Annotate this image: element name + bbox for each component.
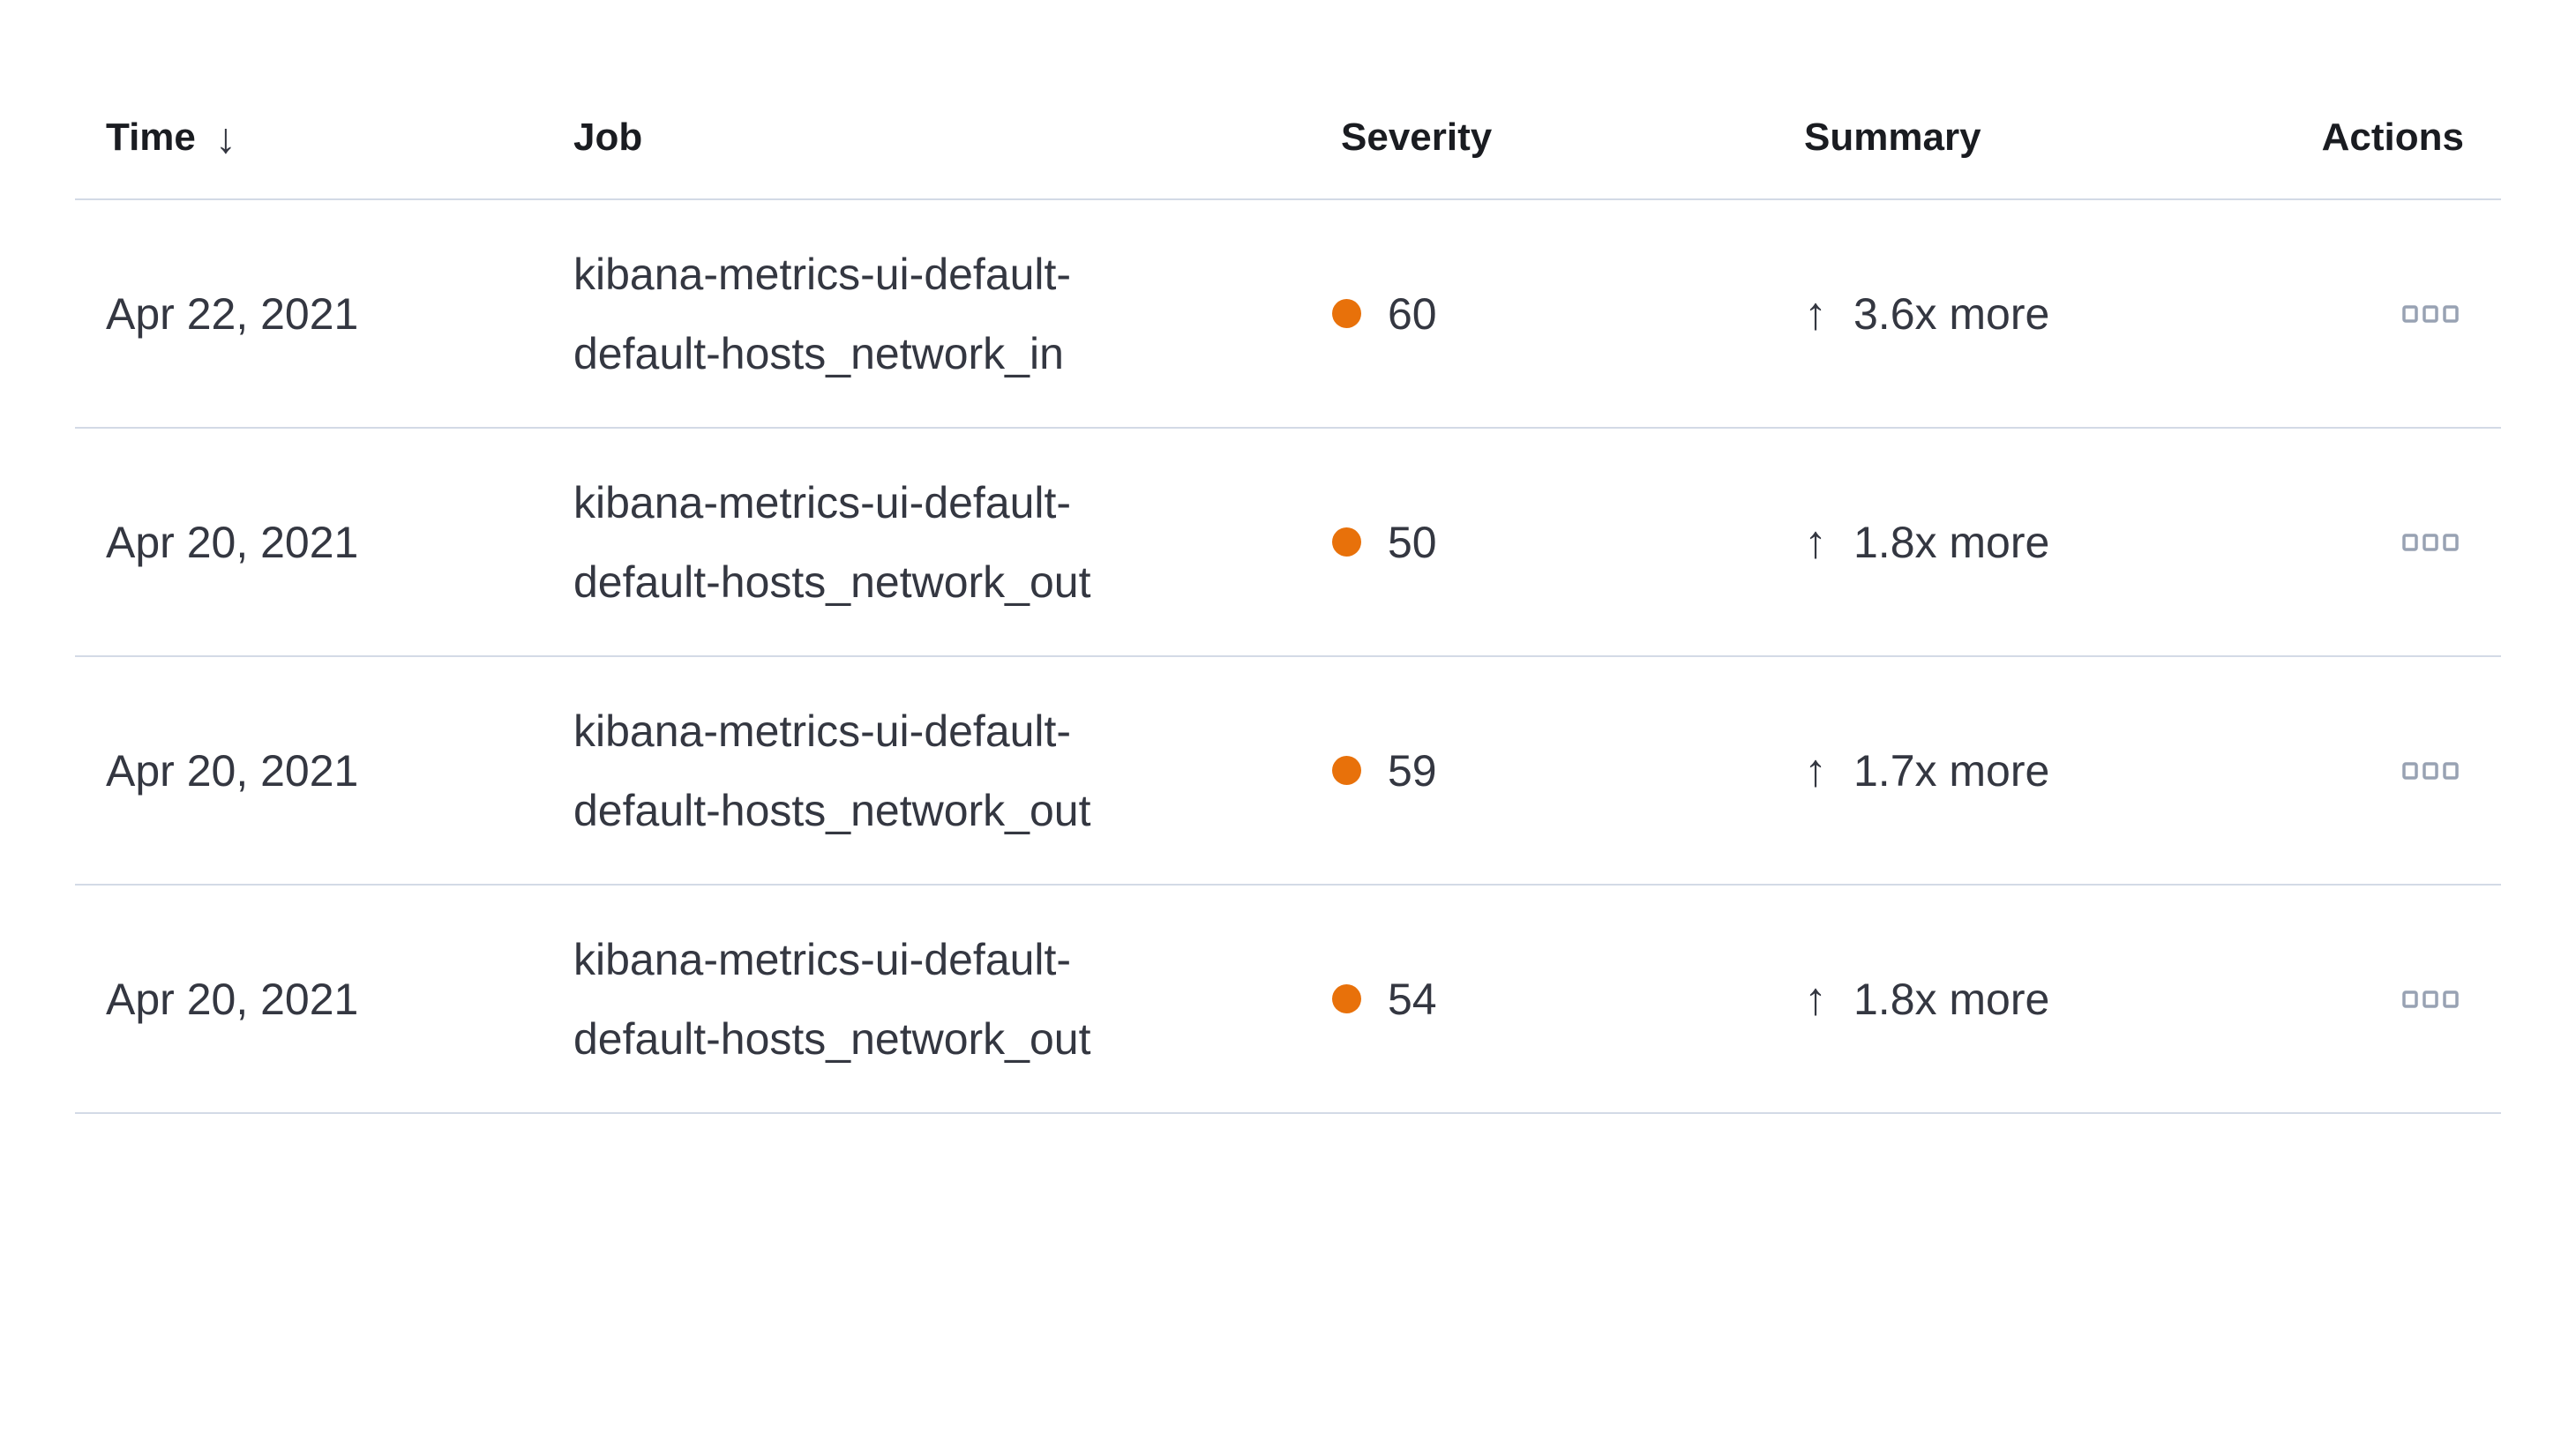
time-cell: Apr 22, 2021 (106, 288, 359, 339)
summary-cell: ↑ 1.8x more (1773, 516, 2316, 569)
job-id-line: default-hosts_network_out (573, 557, 1091, 607)
summary-cell: ↑ 1.8x more (1773, 973, 2316, 1026)
boxes-horizontal-icon (2402, 533, 2459, 551)
job-cell: kibana-metrics-ui-default- default-hosts… (543, 235, 1310, 393)
table-row: Apr 20, 2021 kibana-metrics-ui-default- … (75, 429, 2501, 657)
severity-cell: 60 (1310, 288, 1773, 340)
row-actions-button[interactable] (2397, 756, 2464, 786)
actions-cell (2316, 527, 2501, 557)
sort-desc-icon: ↓ (214, 116, 236, 162)
column-header-time[interactable]: Time ↓ (75, 113, 543, 163)
column-header-time-label: Time (106, 115, 196, 159)
severity-dot-icon (1332, 984, 1361, 1013)
severity-value: 54 (1388, 974, 1437, 1024)
anomalies-table: Time ↓ Job Severity Summary Actions Apr … (75, 0, 2501, 1114)
job-cell: kibana-metrics-ui-default- default-hosts… (543, 920, 1310, 1079)
row-actions-button[interactable] (2397, 299, 2464, 329)
column-header-job: Job (543, 116, 1310, 160)
summary-text: 1.7x more (1853, 745, 2050, 796)
time-cell: Apr 20, 2021 (106, 974, 359, 1024)
job-id-line: default-hosts_network_out (573, 785, 1091, 835)
column-header-severity: Severity (1310, 116, 1773, 160)
job-id-line: kibana-metrics-ui-default- (573, 706, 1072, 756)
table-row: Apr 20, 2021 kibana-metrics-ui-default- … (75, 657, 2501, 886)
row-actions-button[interactable] (2397, 984, 2464, 1014)
severity-cell: 54 (1310, 974, 1773, 1025)
summary-text: 1.8x more (1853, 517, 2050, 567)
summary-cell: ↑ 1.7x more (1773, 744, 2316, 797)
arrow-up-icon: ↑ (1804, 288, 1827, 340)
time-cell: Apr 20, 2021 (106, 517, 359, 567)
job-id-line: kibana-metrics-ui-default- (573, 477, 1072, 527)
summary-text: 3.6x more (1853, 288, 2050, 339)
job-id-line: default-hosts_network_out (573, 1013, 1091, 1064)
job-cell: kibana-metrics-ui-default- default-hosts… (543, 463, 1310, 622)
severity-dot-icon (1332, 756, 1361, 785)
row-actions-button[interactable] (2397, 527, 2464, 557)
actions-cell (2316, 984, 2501, 1014)
severity-cell: 50 (1310, 517, 1773, 568)
boxes-horizontal-icon (2402, 761, 2459, 780)
severity-dot-icon (1332, 299, 1361, 328)
job-id-line: kibana-metrics-ui-default- (573, 934, 1072, 984)
column-header-actions-label: Actions (2321, 115, 2464, 159)
severity-cell: 59 (1310, 745, 1773, 796)
job-id-line: default-hosts_network_in (573, 328, 1064, 378)
table-row: Apr 20, 2021 kibana-metrics-ui-default- … (75, 886, 2501, 1114)
column-header-summary-label: Summary (1804, 115, 1981, 159)
boxes-horizontal-icon (2402, 990, 2459, 1008)
table-row: Apr 22, 2021 kibana-metrics-ui-default- … (75, 200, 2501, 429)
severity-dot-icon (1332, 527, 1361, 557)
actions-cell (2316, 299, 2501, 329)
actions-cell (2316, 756, 2501, 786)
summary-cell: ↑ 3.6x more (1773, 288, 2316, 340)
severity-value: 59 (1388, 745, 1437, 796)
arrow-up-icon: ↑ (1804, 973, 1827, 1025)
severity-value: 50 (1388, 517, 1437, 567)
severity-value: 60 (1388, 288, 1437, 339)
time-cell: Apr 20, 2021 (106, 745, 359, 796)
column-header-summary: Summary (1773, 116, 2316, 160)
job-id-line: kibana-metrics-ui-default- (573, 249, 1072, 299)
column-header-severity-label: Severity (1341, 115, 1493, 159)
column-header-job-label: Job (573, 115, 643, 159)
table-header-row: Time ↓ Job Severity Summary Actions (75, 0, 2501, 200)
arrow-up-icon: ↑ (1804, 744, 1827, 796)
arrow-up-icon: ↑ (1804, 516, 1827, 568)
column-header-actions: Actions (2316, 116, 2501, 160)
summary-text: 1.8x more (1853, 974, 2050, 1024)
boxes-horizontal-icon (2402, 304, 2459, 323)
job-cell: kibana-metrics-ui-default- default-hosts… (543, 691, 1310, 850)
